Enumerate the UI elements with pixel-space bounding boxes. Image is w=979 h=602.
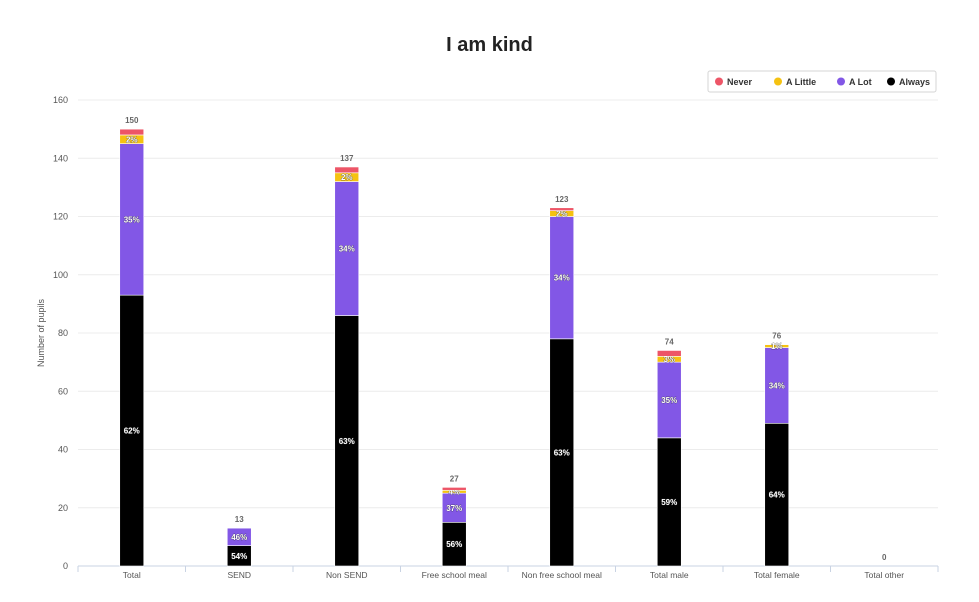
bar-segment-always xyxy=(549,338,575,567)
y-tick-label: 60 xyxy=(58,386,68,396)
bar-segment-a-lot xyxy=(441,492,467,523)
bar-segment-never xyxy=(334,166,360,174)
total-label: 150 xyxy=(125,116,139,125)
data-label: 4% xyxy=(448,488,460,497)
y-tick-label: 80 xyxy=(58,328,68,338)
y-tick-label: 40 xyxy=(58,445,68,455)
bar-segment-a-lot xyxy=(119,143,145,296)
data-label: 34% xyxy=(339,245,355,254)
legend-marker-never xyxy=(715,77,723,86)
data-label: 34% xyxy=(554,274,570,283)
data-label: 37% xyxy=(446,504,462,513)
x-tick-label: Total other xyxy=(864,570,904,580)
data-label: 62% xyxy=(124,427,140,436)
legend-label: A Little xyxy=(786,77,816,87)
y-tick-label: 100 xyxy=(53,270,68,280)
data-label: 3% xyxy=(663,355,675,364)
bar-segment-never xyxy=(549,207,575,211)
data-label: 1% xyxy=(771,342,783,351)
legend-label: Always xyxy=(899,77,930,87)
x-tick-label: Total xyxy=(123,570,141,580)
bar-segment-always xyxy=(441,522,467,567)
data-label: 35% xyxy=(124,215,140,224)
total-label: 0 xyxy=(882,553,887,562)
bar-segment-never xyxy=(119,128,145,136)
data-label: 34% xyxy=(769,381,785,390)
total-label: 137 xyxy=(340,154,354,163)
x-tick-label: Free school meal xyxy=(422,570,487,580)
total-label: 27 xyxy=(450,474,459,483)
bar-segment-never xyxy=(656,350,682,357)
legend-marker-a-lot xyxy=(837,77,845,86)
y-tick-label: 0 xyxy=(63,561,68,571)
bar-segment-a-lot xyxy=(549,216,575,340)
data-label: 64% xyxy=(769,491,785,500)
total-label: 123 xyxy=(555,195,569,204)
data-label: 46% xyxy=(231,533,247,542)
x-tick-label: Non SEND xyxy=(326,570,368,580)
data-label: 63% xyxy=(554,448,570,457)
data-label: 2% xyxy=(126,135,138,144)
x-tick-label: Total female xyxy=(754,570,800,580)
total-label: 74 xyxy=(665,337,674,346)
bar-segment-a-little xyxy=(764,344,790,348)
chart-title: I am kind xyxy=(446,34,533,56)
legend-label: A Lot xyxy=(849,77,872,87)
data-label: 54% xyxy=(231,552,247,561)
bar-segment-never xyxy=(441,487,467,491)
bar-segment-always xyxy=(764,422,790,567)
bar-segment-a-lot xyxy=(656,361,682,439)
data-label: 2% xyxy=(556,210,568,219)
bar-segment-always xyxy=(334,315,360,567)
legend-box xyxy=(707,70,937,93)
bar-segment-a-lot xyxy=(226,527,252,546)
y-axis-title: Number of pupils xyxy=(36,298,46,367)
x-tick-label: SEND xyxy=(227,570,251,580)
data-label: 56% xyxy=(446,540,462,549)
y-tick-label: 140 xyxy=(53,153,68,163)
legend-marker-a-little xyxy=(774,77,782,86)
data-label: 59% xyxy=(661,498,677,507)
x-tick-label: Non free school meal xyxy=(522,570,602,580)
y-tick-label: 160 xyxy=(53,95,68,105)
legend-marker-always xyxy=(887,77,895,86)
data-label: 2% xyxy=(341,173,353,182)
total-label: 13 xyxy=(235,515,244,524)
total-label: 76 xyxy=(772,332,781,341)
data-label: 63% xyxy=(339,437,355,446)
legend-label: Never xyxy=(727,77,753,87)
x-tick-label: Total male xyxy=(650,570,689,580)
data-label: 35% xyxy=(661,396,677,405)
y-tick-label: 120 xyxy=(53,212,68,222)
bar-segment-always xyxy=(119,294,145,567)
bar-segment-always xyxy=(656,437,682,567)
bar-segment-a-lot xyxy=(334,181,360,316)
y-tick-label: 20 xyxy=(58,503,68,513)
